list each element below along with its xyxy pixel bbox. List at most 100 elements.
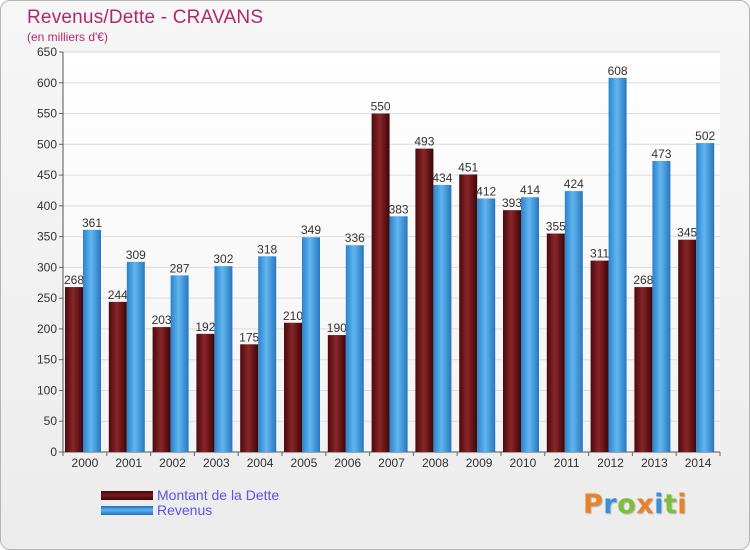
- y-tick-label: 100: [37, 383, 57, 397]
- data-label-dette: 190: [327, 321, 347, 335]
- logo-letter: o: [617, 489, 637, 520]
- logo-letter: i: [654, 489, 664, 520]
- bar-dette: [503, 210, 521, 452]
- bar-dette: [546, 233, 565, 452]
- x-tick-label: 2002: [159, 456, 186, 470]
- bar-dette: [327, 335, 346, 452]
- bar-dette: [634, 287, 653, 452]
- x-tick-label: 2007: [378, 456, 405, 470]
- bar-dette: [284, 322, 302, 452]
- data-label-dette: 345: [677, 226, 697, 240]
- data-label-dette: 268: [633, 273, 653, 287]
- bar-revenus: [258, 256, 277, 452]
- data-label-revenus: 287: [170, 261, 190, 275]
- bar-revenus: [389, 216, 408, 452]
- bar-dette: [108, 301, 127, 452]
- x-tick-label: 2004: [247, 456, 274, 470]
- data-label-dette: 192: [195, 320, 215, 334]
- y-tick-label: 400: [37, 199, 57, 213]
- x-tick-label: 2005: [291, 456, 318, 470]
- bar-revenus: [608, 77, 627, 452]
- legend-swatch-revenus: [101, 506, 153, 515]
- chart-title: Revenus/Dette - CRAVANS: [27, 7, 264, 28]
- bar-dette: [678, 239, 697, 452]
- data-label-dette: 175: [239, 330, 259, 344]
- data-label-dette: 355: [546, 220, 566, 234]
- data-label-dette: 268: [64, 273, 84, 287]
- logo-letter: P: [583, 489, 604, 520]
- bar-revenus: [302, 237, 320, 452]
- data-label-dette: 311: [590, 247, 609, 261]
- data-label-revenus: 502: [695, 129, 715, 143]
- y-tick-label: 150: [37, 353, 57, 367]
- x-tick-label: 2008: [422, 456, 449, 470]
- logo-letter: x: [636, 489, 655, 520]
- data-label-revenus: 414: [520, 183, 540, 197]
- y-tick-label: 0: [50, 445, 57, 459]
- bar-revenus: [652, 160, 671, 452]
- x-tick-label: 2014: [685, 456, 712, 470]
- x-tick-label: 2011: [554, 456, 580, 470]
- x-tick-label: 2001: [115, 456, 142, 470]
- bar-revenus: [214, 266, 233, 452]
- data-label-revenus: 361: [82, 216, 102, 230]
- y-tick-label: 250: [37, 291, 57, 305]
- y-tick-label: 300: [37, 260, 57, 274]
- data-label-revenus: 608: [608, 64, 628, 78]
- y-tick-label: 350: [37, 230, 57, 244]
- bar-dette: [371, 113, 390, 453]
- y-tick-label: 650: [37, 45, 57, 59]
- y-tick-label: 500: [37, 137, 57, 151]
- bar-dette: [590, 260, 609, 452]
- legend-label-revenus: Revenus: [157, 502, 213, 518]
- proxiti-logo: Proxiti: [583, 489, 687, 520]
- data-label-dette: 550: [371, 100, 391, 114]
- bar-dette: [459, 174, 478, 452]
- data-label-dette: 393: [502, 196, 522, 210]
- bar-revenus: [521, 197, 539, 452]
- data-label-revenus: 434: [432, 171, 452, 185]
- legend-swatch-dette: [101, 491, 153, 500]
- data-label-dette: 210: [283, 309, 303, 323]
- logo-letter: i: [677, 489, 688, 520]
- x-tick-label: 2006: [334, 456, 361, 470]
- logo-letter: r: [603, 489, 618, 520]
- x-tick-label: 2000: [72, 456, 99, 470]
- y-tick-label: 550: [37, 107, 57, 121]
- bar-revenus: [564, 191, 583, 453]
- data-label-revenus: 309: [126, 248, 146, 262]
- data-label-dette: 244: [108, 288, 128, 302]
- bar-revenus: [126, 261, 145, 452]
- bar-revenus: [83, 229, 101, 452]
- chart-subtitle: (en milliers d'€): [27, 30, 108, 44]
- bar-revenus: [477, 198, 496, 452]
- x-tick-label: 2009: [466, 456, 493, 470]
- bar-revenus: [433, 184, 452, 452]
- data-label-dette: 203: [152, 313, 172, 327]
- bar-revenus: [170, 275, 189, 452]
- y-tick-label: 450: [37, 168, 57, 182]
- bar-dette: [152, 327, 171, 452]
- y-tick-label: 50: [44, 414, 58, 428]
- data-label-revenus: 473: [651, 147, 671, 161]
- data-label-revenus: 383: [389, 202, 409, 216]
- data-label-revenus: 318: [257, 242, 277, 256]
- data-label-revenus: 349: [301, 223, 321, 237]
- y-tick-label: 600: [37, 76, 57, 90]
- data-label-dette: 493: [414, 135, 434, 149]
- data-label-dette: 451: [458, 160, 478, 174]
- x-tick-label: 2010: [510, 456, 537, 470]
- x-tick-label: 2013: [641, 456, 668, 470]
- legend-label-dette: Montant de la Dette: [157, 487, 280, 503]
- y-tick-label: 200: [37, 322, 57, 336]
- data-label-revenus: 336: [345, 231, 365, 245]
- bar-revenus: [696, 143, 715, 453]
- bar-dette: [415, 148, 434, 452]
- bar-dette: [240, 344, 259, 452]
- bar-dette: [196, 333, 215, 452]
- x-tick-label: 2003: [203, 456, 230, 470]
- x-tick-label: 2012: [597, 456, 624, 470]
- bar-revenus: [345, 245, 364, 452]
